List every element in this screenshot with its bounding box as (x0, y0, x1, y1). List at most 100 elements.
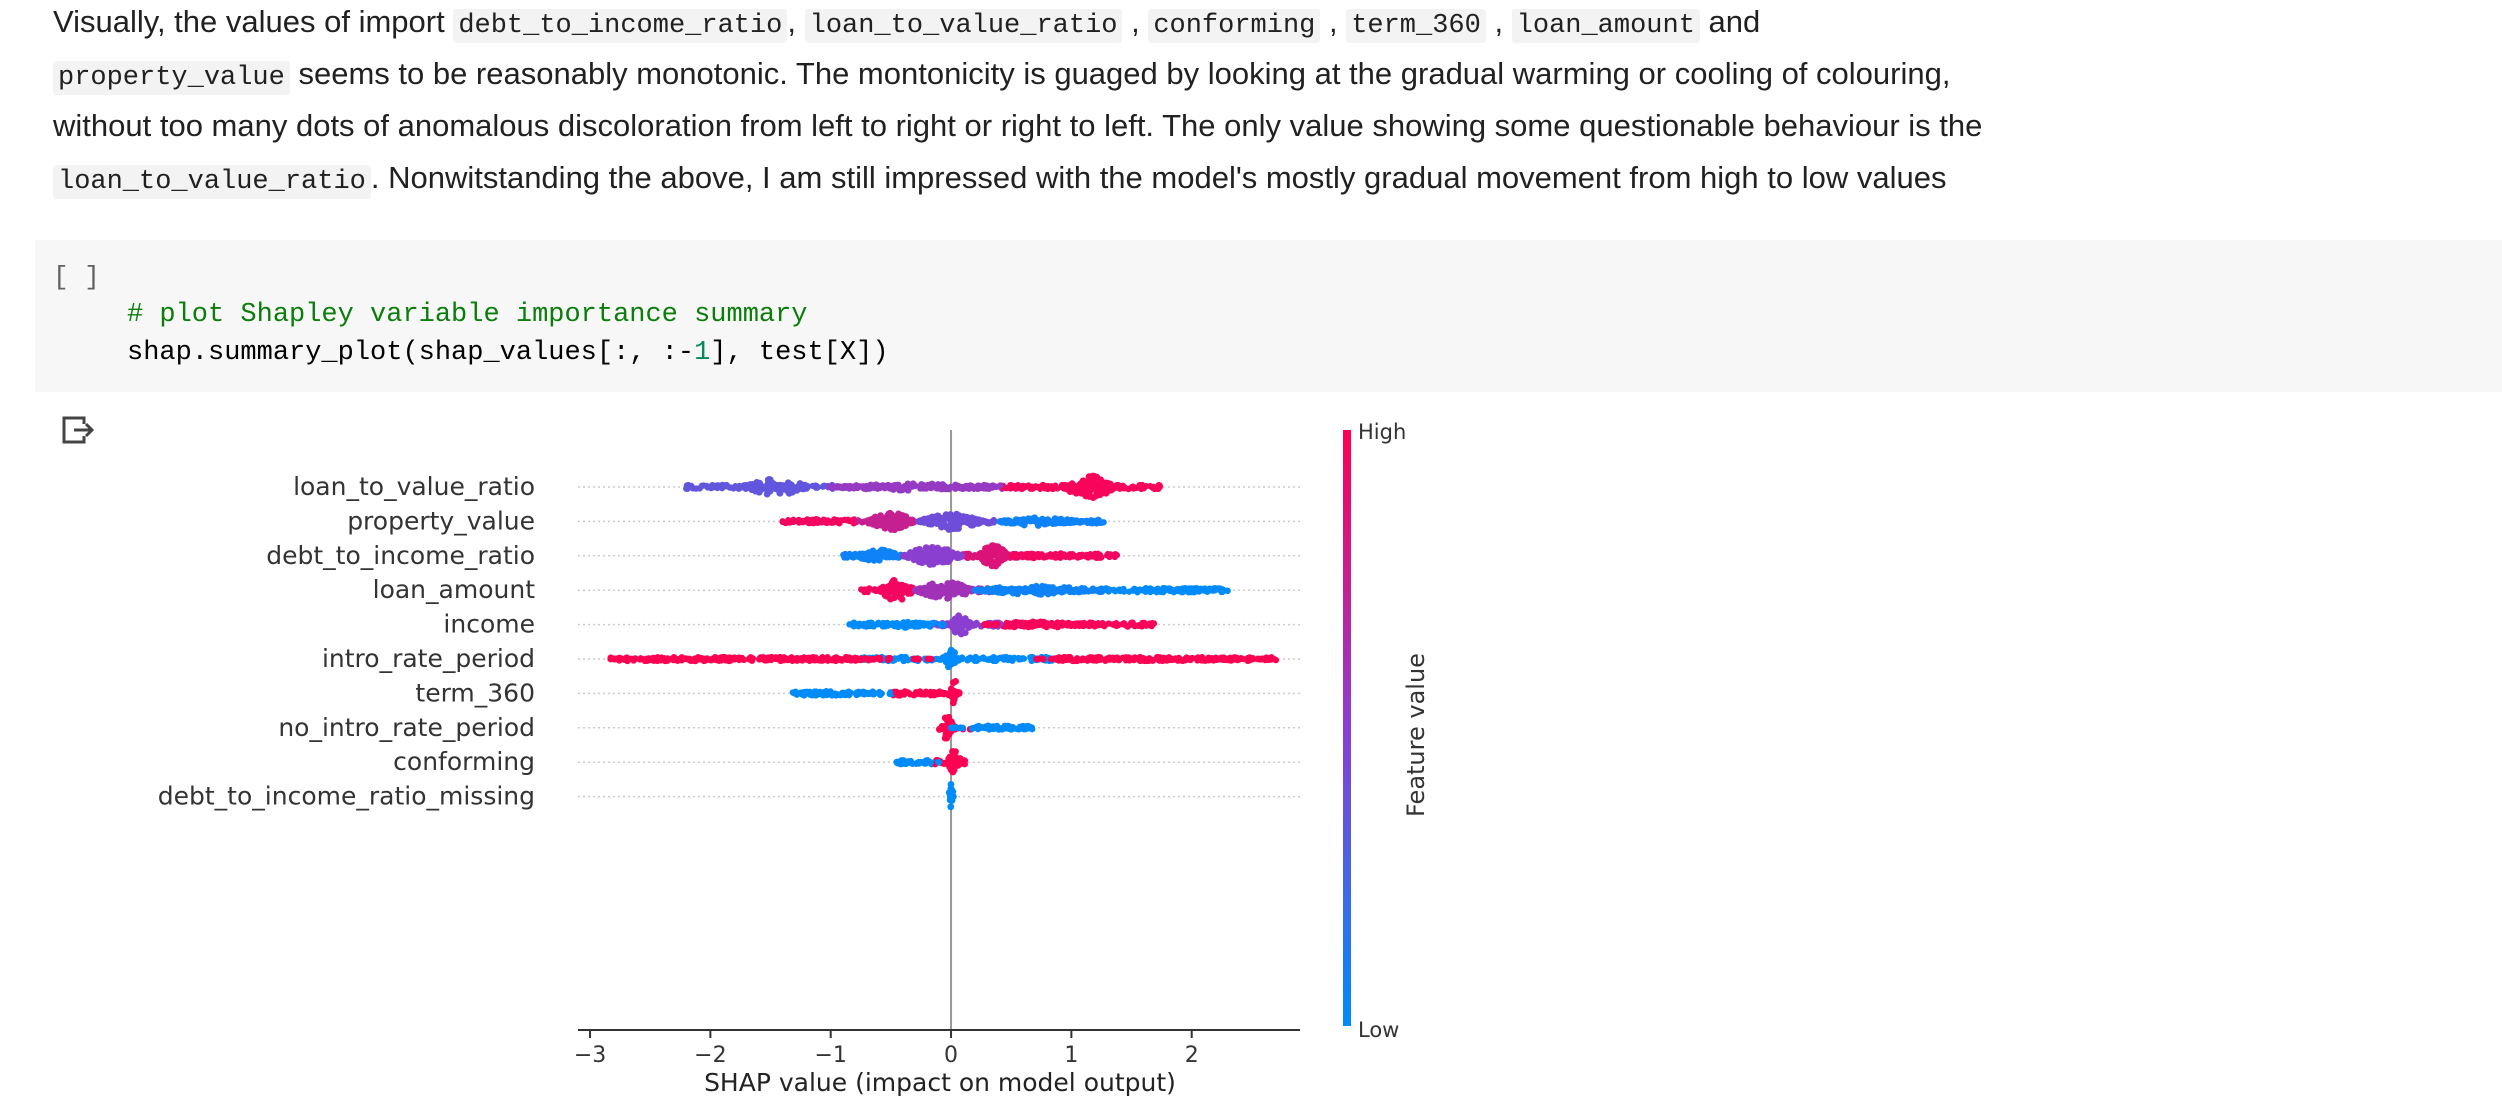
feature-label: no_intro_rate_period (278, 713, 535, 742)
shap-point (915, 759, 923, 767)
shap-point (1094, 486, 1101, 493)
shap-point (788, 481, 795, 489)
code-editor[interactable]: # plot Shapley variable importance summa… (127, 296, 889, 372)
shap-point (957, 625, 965, 633)
shap-point (924, 655, 932, 663)
shap-point (979, 517, 987, 525)
shap-point (1081, 656, 1089, 663)
shap-point (927, 688, 934, 696)
shap-point (870, 556, 878, 564)
shap-point (967, 654, 974, 661)
shap-point (891, 550, 899, 557)
shap-point (853, 484, 861, 492)
shap-point (1120, 588, 1128, 595)
feature-label: conforming (393, 747, 535, 776)
shap-point (946, 763, 953, 771)
shap-point (979, 552, 987, 560)
shap-point (799, 689, 807, 697)
feature-label: debt_to_income_ratio_missing (158, 782, 535, 811)
shap-point (943, 734, 951, 742)
shap-point (791, 689, 799, 697)
shap-point (987, 655, 994, 662)
shap-point (864, 588, 872, 596)
shap-point (874, 654, 882, 662)
shap-point (1009, 657, 1016, 664)
shap-point (892, 522, 900, 530)
shap-point (1136, 653, 1144, 661)
shap-point (1072, 587, 1080, 595)
shap-point (955, 581, 963, 589)
shap-point (939, 621, 947, 629)
shap-point (1224, 587, 1231, 594)
shap-point (617, 655, 625, 663)
x-axis-label: SHAP value (impact on model output) (704, 1068, 1176, 1097)
shap-point (1104, 550, 1112, 558)
shap-point (992, 621, 1000, 629)
run-cell-button[interactable]: [ ] (53, 262, 100, 292)
markdown-text: . Nonwitstanding the above, I am still i… (370, 160, 1947, 195)
shap-point (1043, 623, 1051, 631)
markdown-text: without too many dots of anomalous disco… (53, 108, 1983, 143)
shap-point (928, 550, 936, 558)
shap-point (689, 485, 697, 492)
shap-point (1096, 552, 1103, 559)
feature-gridlines (578, 486, 1300, 798)
shap-point (1136, 482, 1143, 489)
shap-point (1156, 483, 1163, 491)
shap-point (1069, 552, 1077, 560)
inline-code: loan_amount (1511, 9, 1700, 43)
shap-point (780, 654, 788, 661)
feature-points-debt_to_income_ratio (840, 542, 1121, 570)
shap-points (607, 472, 1280, 811)
shap-point (920, 515, 928, 523)
shap-point (942, 652, 950, 660)
shap-point (827, 518, 835, 526)
shap-point (896, 759, 904, 767)
shap-point (1090, 472, 1098, 480)
shap-point (915, 546, 923, 554)
shap-point (1015, 587, 1023, 595)
shap-point (1085, 491, 1093, 499)
shap-point (1196, 586, 1204, 594)
shap-point (950, 696, 958, 703)
shap-point (1150, 483, 1157, 491)
shap-point (853, 689, 861, 697)
shap-point (1074, 656, 1082, 664)
shap-point (914, 622, 922, 630)
shap-point (1049, 484, 1056, 491)
shap-point (833, 655, 840, 663)
shap-point (861, 555, 868, 563)
shap-point (1105, 586, 1113, 593)
shap-point (971, 515, 979, 523)
code-cell[interactable]: [ ] # plot Shapley variable importance s… (35, 240, 2502, 392)
shap-point (846, 621, 853, 628)
shap-point (1074, 620, 1082, 628)
shap-point (884, 656, 892, 663)
shap-point (1027, 585, 1035, 593)
shap-point (1010, 519, 1017, 527)
shap-point (996, 518, 1004, 525)
shap-point (968, 483, 976, 491)
shap-point (1122, 621, 1129, 629)
code-text: ], test[X]) (710, 338, 889, 368)
shap-point (1080, 622, 1087, 630)
shap-point (1096, 655, 1104, 663)
shap-point (758, 485, 766, 493)
shap-point (702, 655, 710, 663)
shap-point (1146, 620, 1153, 627)
shap-point (1017, 656, 1024, 663)
markdown-line-2: property_value seems to be reasonably mo… (53, 48, 1950, 104)
shap-point (838, 656, 846, 664)
shap-point (1047, 655, 1055, 663)
shap-point (946, 753, 954, 761)
shap-point (1014, 483, 1021, 490)
output-arrow-icon[interactable] (60, 414, 96, 450)
shap-point (948, 550, 955, 558)
shap-point (938, 689, 946, 696)
shap-point (1045, 584, 1053, 591)
shap-point (1024, 621, 1032, 629)
shap-point (813, 484, 821, 491)
shap-point (1079, 517, 1087, 525)
x-tick-label: 2 (1185, 1043, 1199, 1068)
shap-point (984, 724, 992, 731)
